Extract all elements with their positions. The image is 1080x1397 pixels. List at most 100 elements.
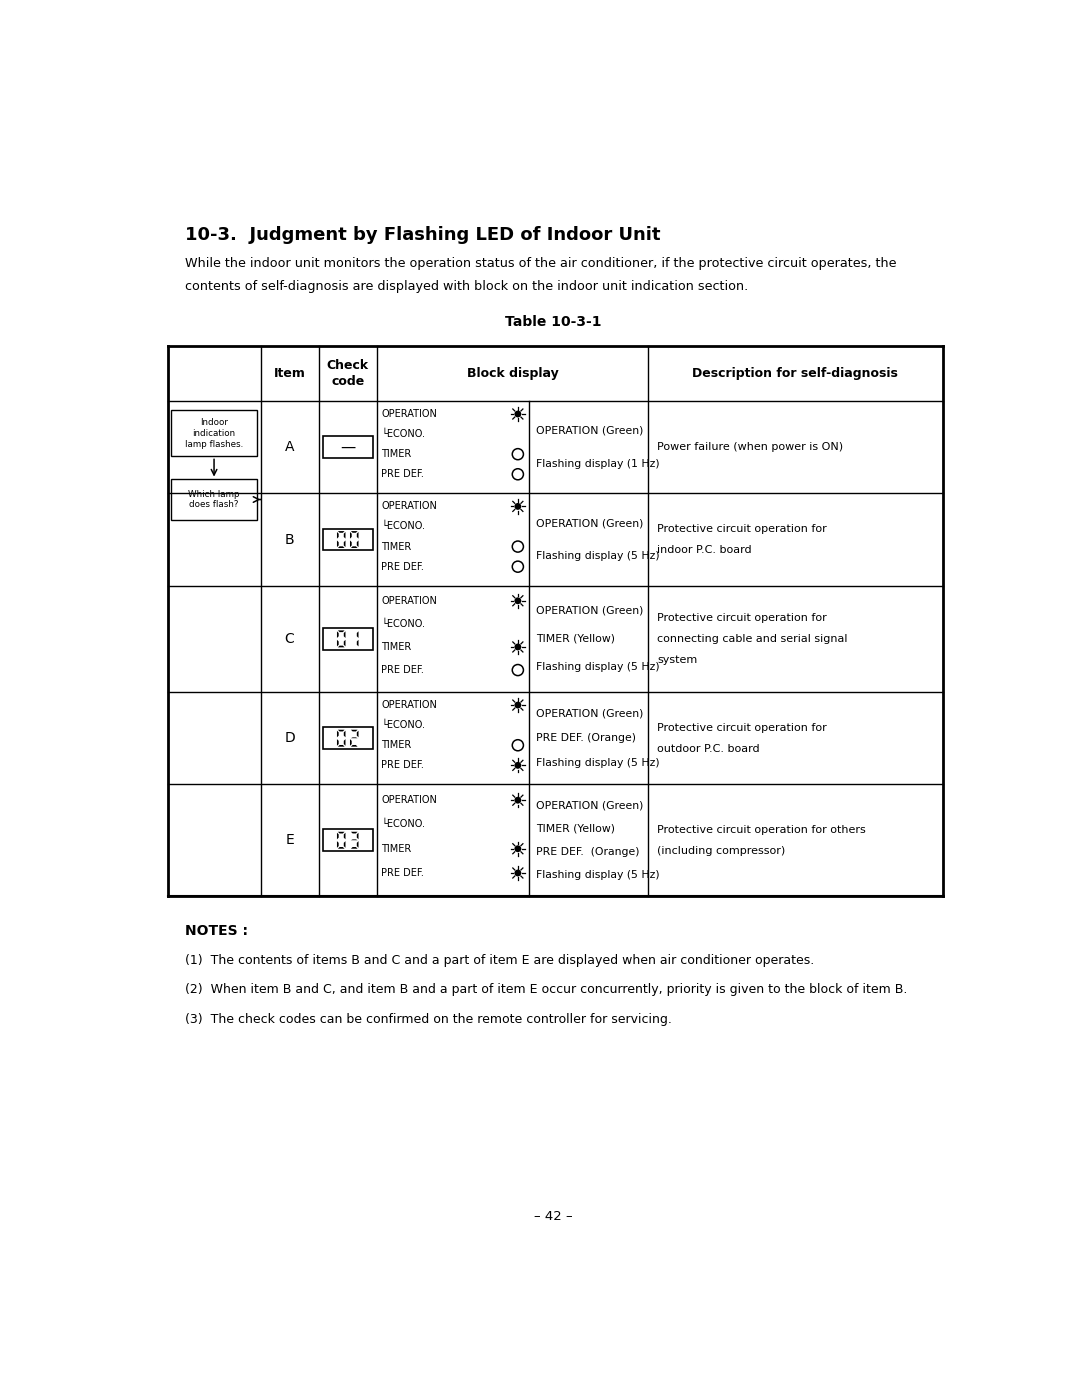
Text: Indoor
indication
lamp flashes.: Indoor indication lamp flashes. [185, 418, 243, 448]
Text: connecting cable and serial signal: connecting cable and serial signal [658, 634, 848, 644]
Text: PRE DEF.: PRE DEF. [381, 665, 424, 675]
Polygon shape [351, 546, 357, 548]
Bar [323, 728, 373, 749]
Text: PRE DEF.: PRE DEF. [381, 469, 424, 479]
Text: Protective circuit operation for: Protective circuit operation for [658, 722, 827, 733]
Text: Flashing display (5 Hz): Flashing display (5 Hz) [537, 662, 660, 672]
Text: OPERATION (Green): OPERATION (Green) [537, 518, 644, 528]
Polygon shape [337, 739, 339, 746]
Text: E: E [285, 833, 294, 847]
Circle shape [514, 761, 522, 768]
Text: PRE DEF.: PRE DEF. [381, 868, 424, 877]
Text: (1)  The contents of items B and C and a part of item E are displayed when air c: (1) The contents of items B and C and a … [186, 954, 814, 967]
Circle shape [514, 598, 522, 604]
Text: Which lamp
does flash?: Which lamp does flash? [188, 489, 240, 510]
Text: TIMER: TIMER [381, 740, 411, 750]
Text: OPERATION (Green): OPERATION (Green) [537, 708, 644, 719]
Polygon shape [337, 640, 339, 647]
Text: Flashing display (5 Hz): Flashing display (5 Hz) [537, 550, 660, 562]
Text: └ECONO.: └ECONO. [381, 619, 426, 629]
Text: Block display: Block display [467, 367, 558, 380]
Text: TIMER: TIMER [381, 643, 411, 652]
Text: Description for self-diagnosis: Description for self-diagnosis [692, 367, 899, 380]
Polygon shape [343, 731, 346, 738]
Polygon shape [356, 532, 359, 539]
Text: Protective circuit operation for: Protective circuit operation for [658, 613, 827, 623]
Polygon shape [343, 631, 346, 638]
Text: Protective circuit operation for others: Protective circuit operation for others [658, 824, 866, 835]
Text: OPERATION: OPERATION [381, 409, 437, 419]
Text: Flashing display (5 Hz): Flashing display (5 Hz) [537, 870, 660, 880]
Text: Protective circuit operation for: Protective circuit operation for [658, 524, 827, 534]
Text: └ECONO.: └ECONO. [381, 719, 426, 731]
Polygon shape [338, 729, 345, 732]
Polygon shape [351, 847, 357, 849]
Text: Item: Item [273, 367, 306, 380]
Polygon shape [343, 841, 346, 848]
Bar [323, 830, 373, 851]
Text: 10-3.  Judgment by Flashing LED of Indoor Unit: 10-3. Judgment by Flashing LED of Indoor… [186, 226, 661, 243]
Polygon shape [350, 532, 352, 539]
Text: └ECONO.: └ECONO. [381, 521, 426, 531]
Text: D: D [284, 731, 295, 745]
Text: OPERATION (Green): OPERATION (Green) [537, 606, 644, 616]
Text: C: C [285, 631, 295, 645]
Circle shape [514, 503, 522, 510]
Polygon shape [338, 831, 345, 834]
Circle shape [514, 869, 522, 876]
Polygon shape [338, 531, 345, 532]
Text: indoor P.C. board: indoor P.C. board [658, 545, 752, 555]
Text: TIMER (Yellow): TIMER (Yellow) [537, 824, 616, 834]
Text: PRE DEF. (Orange): PRE DEF. (Orange) [537, 733, 636, 743]
Text: Table 10-3-1: Table 10-3-1 [505, 316, 602, 330]
Polygon shape [337, 541, 339, 548]
Text: contents of self-diagnosis are displayed with block on the indoor unit indicatio: contents of self-diagnosis are displayed… [186, 281, 748, 293]
Text: OPERATION: OPERATION [381, 700, 437, 710]
Text: – 42 –: – 42 – [535, 1210, 572, 1222]
Polygon shape [356, 640, 359, 647]
Text: —: — [340, 440, 355, 454]
Text: PRE DEF.: PRE DEF. [381, 760, 424, 770]
Bar [171, 411, 257, 457]
Polygon shape [351, 831, 357, 834]
Text: B: B [285, 532, 295, 546]
Polygon shape [338, 630, 345, 631]
Text: A: A [285, 440, 295, 454]
Text: system: system [658, 655, 698, 665]
Polygon shape [343, 833, 346, 840]
Polygon shape [343, 739, 346, 746]
Text: OPERATION: OPERATION [381, 502, 437, 511]
Polygon shape [337, 731, 339, 738]
Bar [323, 629, 373, 650]
Polygon shape [356, 833, 359, 840]
Polygon shape [350, 739, 352, 746]
Text: NOTES :: NOTES : [186, 925, 248, 939]
Text: └ECONO.: └ECONO. [381, 429, 426, 439]
Polygon shape [356, 631, 359, 638]
Text: OPERATION: OPERATION [381, 795, 437, 805]
Text: PRE DEF.: PRE DEF. [381, 562, 424, 571]
Polygon shape [338, 745, 345, 746]
Polygon shape [343, 541, 346, 548]
Bar [171, 479, 257, 520]
Text: TIMER (Yellow): TIMER (Yellow) [537, 634, 616, 644]
Text: (2)  When item B and C, and item B and a part of item E occur concurrently, prio: (2) When item B and C, and item B and a … [186, 983, 908, 996]
Polygon shape [351, 745, 357, 746]
Polygon shape [338, 645, 345, 647]
Text: OPERATION (Green): OPERATION (Green) [537, 426, 644, 436]
Text: OPERATION: OPERATION [381, 595, 437, 606]
Text: outdoor P.C. board: outdoor P.C. board [658, 743, 760, 753]
Bar [323, 436, 373, 458]
Polygon shape [356, 841, 359, 848]
Circle shape [514, 701, 522, 708]
Text: PRE DEF.  (Orange): PRE DEF. (Orange) [537, 847, 640, 856]
Text: Flashing display (1 Hz): Flashing display (1 Hz) [537, 458, 660, 468]
Text: Flashing display (5 Hz): Flashing display (5 Hz) [537, 757, 660, 767]
Bar [323, 529, 373, 550]
Polygon shape [337, 833, 339, 840]
Polygon shape [338, 546, 345, 548]
Polygon shape [356, 731, 359, 738]
Polygon shape [356, 541, 359, 548]
Polygon shape [338, 847, 345, 849]
Text: Power failure (when power is ON): Power failure (when power is ON) [658, 441, 843, 453]
